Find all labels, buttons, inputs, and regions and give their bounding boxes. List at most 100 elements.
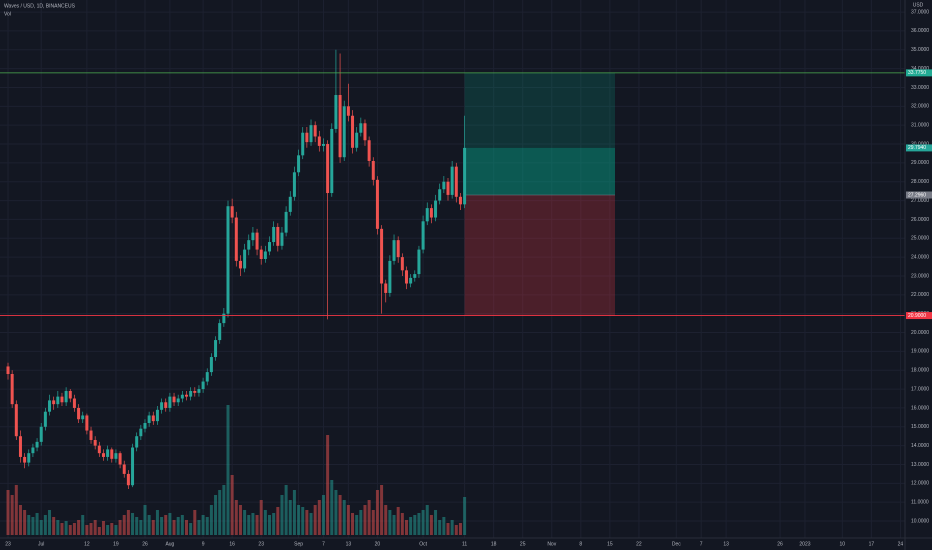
price-tag	[906, 312, 932, 320]
volume-bar	[160, 517, 164, 535]
candle-body	[209, 357, 213, 373]
candle-body	[97, 445, 101, 454]
candle-body	[35, 441, 39, 448]
candle-body	[392, 240, 396, 261]
candle-body	[251, 232, 255, 241]
candle-body	[380, 228, 384, 284]
candle-body	[205, 372, 209, 382]
volume-bar	[280, 495, 284, 535]
candle-body	[338, 95, 342, 158]
y-tick-label: 22.0000	[911, 292, 929, 298]
price-tag-label: 27.2960	[908, 192, 926, 198]
x-tick-label: Dec	[672, 541, 681, 547]
candle-body	[201, 381, 205, 390]
volume-bar	[81, 515, 85, 535]
x-tick-label: 17	[869, 541, 875, 547]
volume-bar	[247, 515, 251, 535]
candle-body	[151, 415, 155, 422]
volume-bar	[122, 515, 126, 535]
volume-bar	[101, 521, 105, 535]
candle-body	[143, 423, 147, 429]
volume-bar	[43, 515, 47, 535]
candle-body	[193, 390, 197, 393]
candle-body	[52, 400, 56, 405]
volume-bar	[313, 505, 317, 535]
candle-body	[429, 208, 433, 218]
price-tag-label: 20.9000	[908, 313, 926, 319]
volume-bar	[226, 405, 230, 535]
candle-body	[172, 396, 176, 403]
candle-body	[330, 128, 334, 194]
price-tag-label: 29.7940	[908, 145, 926, 151]
x-tick-label: 26	[142, 541, 148, 547]
candle-body	[313, 125, 317, 137]
candle-body	[247, 240, 251, 250]
y-tick-label: 37.0000	[911, 9, 929, 15]
candle-body	[106, 449, 110, 457]
y-tick-label: 28.0000	[911, 179, 929, 185]
volume-bar	[168, 513, 172, 535]
candle-body	[43, 411, 47, 427]
position-tool	[464, 72, 615, 316]
volume-bar	[458, 523, 462, 535]
candle-body	[114, 453, 118, 459]
candle-body	[359, 123, 363, 133]
candle-body	[89, 430, 93, 440]
x-tick-label: 24	[898, 541, 904, 547]
candle-body	[317, 136, 321, 146]
y-tick-label: 19.0000	[911, 349, 929, 355]
candle-body	[10, 373, 14, 405]
volume-bar	[388, 510, 392, 535]
y-tick-label: 30.0000	[911, 141, 929, 147]
volume-bar	[284, 485, 288, 535]
volume-bar	[234, 500, 238, 535]
x-tick-label: 9	[202, 541, 205, 547]
stop-zone	[464, 194, 615, 316]
volume-bar	[205, 517, 209, 535]
y-tick-label: 15.0000	[911, 424, 929, 430]
x-tick-label: 2023	[799, 541, 810, 547]
volume-bar	[392, 515, 396, 535]
volume-bar	[276, 507, 280, 535]
candle-body	[243, 249, 247, 269]
y-tick-label: 26.0000	[911, 217, 929, 223]
volume-bar	[23, 510, 27, 535]
candle-body	[288, 196, 292, 212]
candle-body	[388, 260, 392, 293]
candle-body	[222, 313, 226, 324]
x-tick-label: 13	[346, 541, 352, 547]
volume-bar	[14, 485, 18, 535]
candle-body	[421, 221, 425, 250]
volume-bar	[434, 510, 438, 535]
volume-bar	[363, 505, 367, 535]
x-tick-label: 26	[777, 541, 783, 547]
x-tick-label: 7	[322, 541, 325, 547]
volume-bar	[326, 435, 330, 535]
volume-bar	[48, 510, 52, 535]
candle-body	[442, 181, 446, 190]
target-zone	[464, 72, 615, 195]
volume-bar	[6, 490, 10, 535]
x-tick-label: 13	[723, 541, 729, 547]
x-tick-label: 8	[579, 541, 582, 547]
volume-bar	[446, 523, 450, 535]
candle-body	[346, 106, 350, 116]
candle-body	[400, 257, 404, 271]
y-tick-label: 11.0000	[911, 500, 929, 506]
candle-body	[6, 366, 10, 374]
candle-body	[60, 396, 64, 403]
y-tick-label: 29.0000	[911, 160, 929, 166]
volume-bar	[151, 520, 155, 535]
candle-body	[176, 398, 180, 403]
candles	[6, 49, 467, 489]
volume-bar	[321, 495, 325, 535]
volume-bar	[330, 480, 334, 535]
candle-body	[230, 206, 234, 218]
y-tick-label: 35.0000	[911, 47, 929, 53]
volume-bar	[39, 520, 43, 535]
x-tick-label: 22	[636, 541, 642, 547]
volume-bar	[338, 495, 342, 535]
volume-bar	[384, 505, 388, 535]
x-tick-label: 25	[520, 541, 526, 547]
